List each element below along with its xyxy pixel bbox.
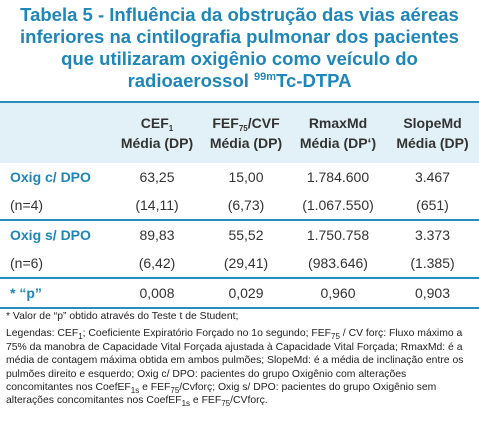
cell: 89,83 — [139, 227, 175, 243]
column-stat: Média (DP) — [120, 135, 194, 151]
table-row: (n=6) (6,42) (29,41) (983.646) (1.385) — [0, 249, 479, 279]
subscript: 1 — [168, 124, 174, 133]
cell: (1.385) — [386, 249, 479, 279]
cell: 0,029 — [202, 278, 290, 309]
column-name-text: FEF — [212, 115, 239, 131]
legend-text: Legendas: CEF — [6, 328, 79, 340]
cell: 0,903 — [386, 278, 479, 309]
cell: 63,25 — [139, 169, 175, 185]
legend-text: /CVforç. — [230, 395, 268, 407]
title-text: radioaerossol — [127, 70, 255, 91]
subscript: 1 — [78, 332, 83, 342]
cell: (651) — [386, 191, 479, 221]
table-row: Oxig c/ DPO 63,25 15,00 1.784.600 3.467 — [0, 163, 479, 191]
table-row: * “p” 0,008 0,029 0,960 0,903 — [0, 278, 479, 309]
subscript: 1s — [181, 399, 191, 409]
title-text: Tc-DTPA — [276, 70, 352, 91]
cell: (6,42) — [112, 249, 202, 279]
header-row: CEF1 Média (DP) FEF75/CVF Média (DP) RmaxMd M… — [0, 102, 479, 163]
title-line: que utilizaram oxigênio como veículo do — [61, 48, 418, 69]
legend-text: e FEF — [190, 395, 222, 407]
column-name: SlopeMd — [387, 113, 478, 133]
cell: 0,008 — [112, 278, 202, 309]
header-cell — [0, 102, 112, 163]
title-line: inferiores na cintilografia pulmonar dos… — [20, 26, 459, 47]
row-label: Oxig s/ DPO — [10, 227, 91, 243]
subscript: 75 — [331, 332, 340, 342]
header-cell: CEF1 Média (DP) — [112, 102, 202, 163]
legend-text: e FEF — [139, 382, 171, 394]
cell: 55,52 — [228, 227, 264, 243]
title-line: radioaerossol 99mTc-DTPA — [0, 70, 479, 92]
row-label: Oxig c/ DPO — [10, 169, 91, 185]
column-stat: Média (DP‘) — [299, 135, 377, 151]
cell: 1.750.758 — [306, 227, 370, 243]
column-name-text: RmaxMd — [308, 115, 368, 131]
cell: (1.067.550) — [290, 191, 386, 221]
column-name-text: CEF — [140, 115, 169, 131]
cell: (14,11) — [112, 191, 202, 221]
cell: (6,73) — [202, 191, 290, 221]
column-stat: Média (DP) — [396, 135, 469, 151]
footnote: * Valor de “p” obtido através do Teste t… — [6, 310, 476, 412]
header-cell: SlopeMd Média (DP) — [386, 102, 479, 163]
cell: 1.784.600 — [306, 169, 370, 185]
row-label: (n=4) — [0, 191, 112, 221]
title: Tabela 5 - Influência da obstrução das v… — [0, 4, 479, 92]
row-label: (n=6) — [0, 249, 112, 279]
header-cell: FEF75/CVF Média (DP) — [202, 102, 290, 163]
cell: 3.467 — [414, 169, 451, 185]
header-cell: RmaxMd Média (DP‘) — [290, 102, 386, 163]
cell: (983.646) — [290, 249, 386, 279]
column-name: FEF75/CVF — [203, 113, 289, 133]
subscript: 75 — [170, 386, 180, 396]
footnote-note: * Valor de “p” obtido através do Teste t… — [6, 311, 239, 322]
column-name-text: SlopeMd — [403, 115, 462, 131]
column-stat: Média (DP) — [209, 135, 283, 151]
table-row: (n=4) (14,11) (6,73) (1.067.550) (651) — [0, 191, 479, 221]
cell: 3.373 — [414, 227, 451, 243]
footnote-legend: Legendas: CEF1; Coeficiente Expiratório … — [6, 327, 476, 409]
subscript: 1s — [130, 386, 140, 396]
subscript: 75 — [238, 124, 248, 133]
row-label: * “p” — [0, 278, 112, 309]
legend-text: / CV forç: Fluxo máximo a 75% da manobra… — [6, 328, 464, 394]
superscript: 99m — [254, 71, 277, 83]
column-name-suffix: /CVF — [247, 115, 280, 131]
table-body: Oxig c/ DPO 63,25 15,00 1.784.600 3.467 (n=4)… — [0, 163, 479, 309]
title-line: Tabela 5 - Influência da obstrução das v… — [20, 4, 459, 25]
column-name: CEF1 — [113, 113, 201, 133]
table: CEF1 Média (DP) FEF75/CVF Média (DP) RmaxMd M… — [0, 101, 479, 309]
cell: 15,00 — [228, 169, 264, 185]
table-row: Oxig s/ DPO 89,83 55,52 1.750.758 3.373 — [0, 220, 479, 249]
column-name: RmaxMd — [291, 113, 385, 133]
cell: (29,41) — [202, 249, 290, 279]
cell: 0,960 — [290, 278, 386, 309]
table-header: CEF1 Média (DP) FEF75/CVF Média (DP) RmaxMd M… — [0, 102, 479, 163]
subscript: 75 — [221, 399, 231, 409]
legend-text: /Cvforç; Oxig s/ DPO: pacientes do grupo… — [6, 382, 437, 407]
legend-text: ; Coeficiente Expiratório Forçado no 1o … — [82, 328, 332, 340]
